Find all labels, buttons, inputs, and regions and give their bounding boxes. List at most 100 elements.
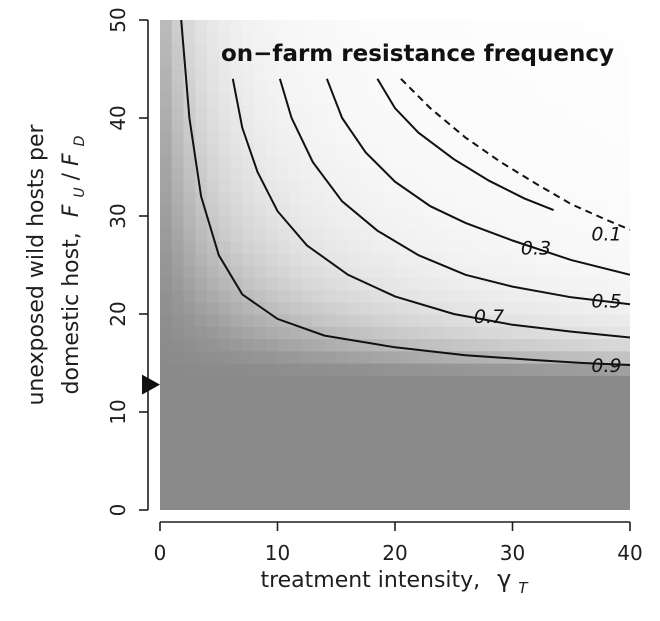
heatmap-cell [559,387,572,401]
heatmap-cell [254,216,267,229]
heatmap-cell [571,81,584,95]
heatmap-cell [571,228,584,242]
heatmap-cell [583,461,596,474]
heatmap-cell [465,20,478,33]
heatmap-cell [606,289,619,303]
heatmap-cell [312,301,326,315]
heatmap-cell [277,240,290,254]
heatmap-cell [395,69,408,82]
heatmap-cell [324,130,337,144]
heatmap-cell [559,375,572,389]
heatmap-cell [312,154,326,168]
heatmap-cell [277,326,290,340]
heatmap-cell [606,399,619,413]
heatmap-cell [559,363,572,376]
heatmap-cell [571,32,584,46]
heatmap-cell [348,412,361,425]
heatmap-cell [218,338,232,352]
heatmap-cell [500,363,514,376]
contour-label-0.3: 0.3 [521,237,551,259]
heatmap-cell [583,179,596,193]
heatmap-cell [406,252,420,266]
heatmap-cell [606,363,619,376]
heatmap-cell [406,105,420,119]
heatmap-cell [430,32,443,46]
heatmap-cell [207,485,220,499]
heatmap-cell [406,265,420,278]
heatmap-cell [594,32,608,46]
heatmap-cell [571,314,584,327]
heatmap-cell [160,375,173,389]
heatmap-cell [524,338,537,352]
heatmap-cell [430,240,443,254]
contour-lines [180,20,630,366]
heatmap-cell [406,301,420,315]
heatmap-cell [183,485,196,499]
heatmap-cell [289,142,302,156]
heatmap-cell [559,436,572,450]
heatmap-cell [348,69,361,82]
heatmap-cell [618,277,630,291]
heatmap-cell [547,363,561,376]
heatmap-cell [207,436,220,450]
heatmap-cell [183,350,196,364]
heatmap-cell [218,20,232,33]
heatmap-cell [430,118,443,131]
heatmap-cell [277,436,290,450]
heatmap-cell [160,118,173,131]
heatmap-cell [536,485,549,499]
heatmap-cell [171,240,185,254]
heatmap-cell [395,314,408,327]
heatmap-cell [512,32,525,46]
heatmap-cell [430,461,443,474]
heatmap-cell [336,240,349,254]
heatmap-cell [418,387,431,401]
heatmap-cell [301,167,314,180]
heatmap-cell [418,167,431,180]
heatmap-cell [242,277,255,291]
heatmap-cell [453,461,467,474]
heatmap-cell [594,105,608,119]
heatmap-cell [242,412,255,425]
heatmap-cell [336,228,349,242]
heatmap-cell [183,289,196,303]
heatmap-cell [324,240,337,254]
heatmap-cell [277,228,290,242]
heatmap-cell [160,179,173,193]
heatmap-cell [477,461,490,474]
heatmap-cell [489,424,502,438]
heatmap-cell [477,252,490,266]
heatmap-cell [289,56,302,70]
heatmap-cell [536,301,549,315]
heatmap-cell [395,228,408,242]
heatmap-cell [477,424,490,438]
heatmap-cell [477,485,490,499]
heatmap-cell [618,203,630,217]
heatmap-cell [442,191,455,205]
heatmap-cell [348,363,361,376]
heatmap-cell [160,461,173,474]
heatmap-cell [312,399,326,413]
heatmap-cell [618,240,630,254]
heatmap-cell [242,69,255,82]
heatmap-cell [547,56,561,70]
heatmap-cell [207,44,220,58]
heatmap-cell [371,142,384,156]
heatmap-cell [348,289,361,303]
heatmap-cell [559,473,572,487]
heatmap-cell [359,326,373,340]
heatmap-cell [571,289,584,303]
heatmap-cell [524,69,537,82]
heatmap-cell [371,448,384,462]
heatmap-cell [559,265,572,278]
heatmap-cell [242,44,255,58]
heatmap-cell [254,363,267,376]
heatmap-cell [207,424,220,438]
heatmap-cell [277,399,290,413]
heatmap-cell [477,412,490,425]
heatmap-cell [383,20,396,33]
heatmap-cell [336,399,349,413]
heatmap-cell [348,191,361,205]
heatmap-cell [160,105,173,119]
heatmap-cell [207,93,220,107]
